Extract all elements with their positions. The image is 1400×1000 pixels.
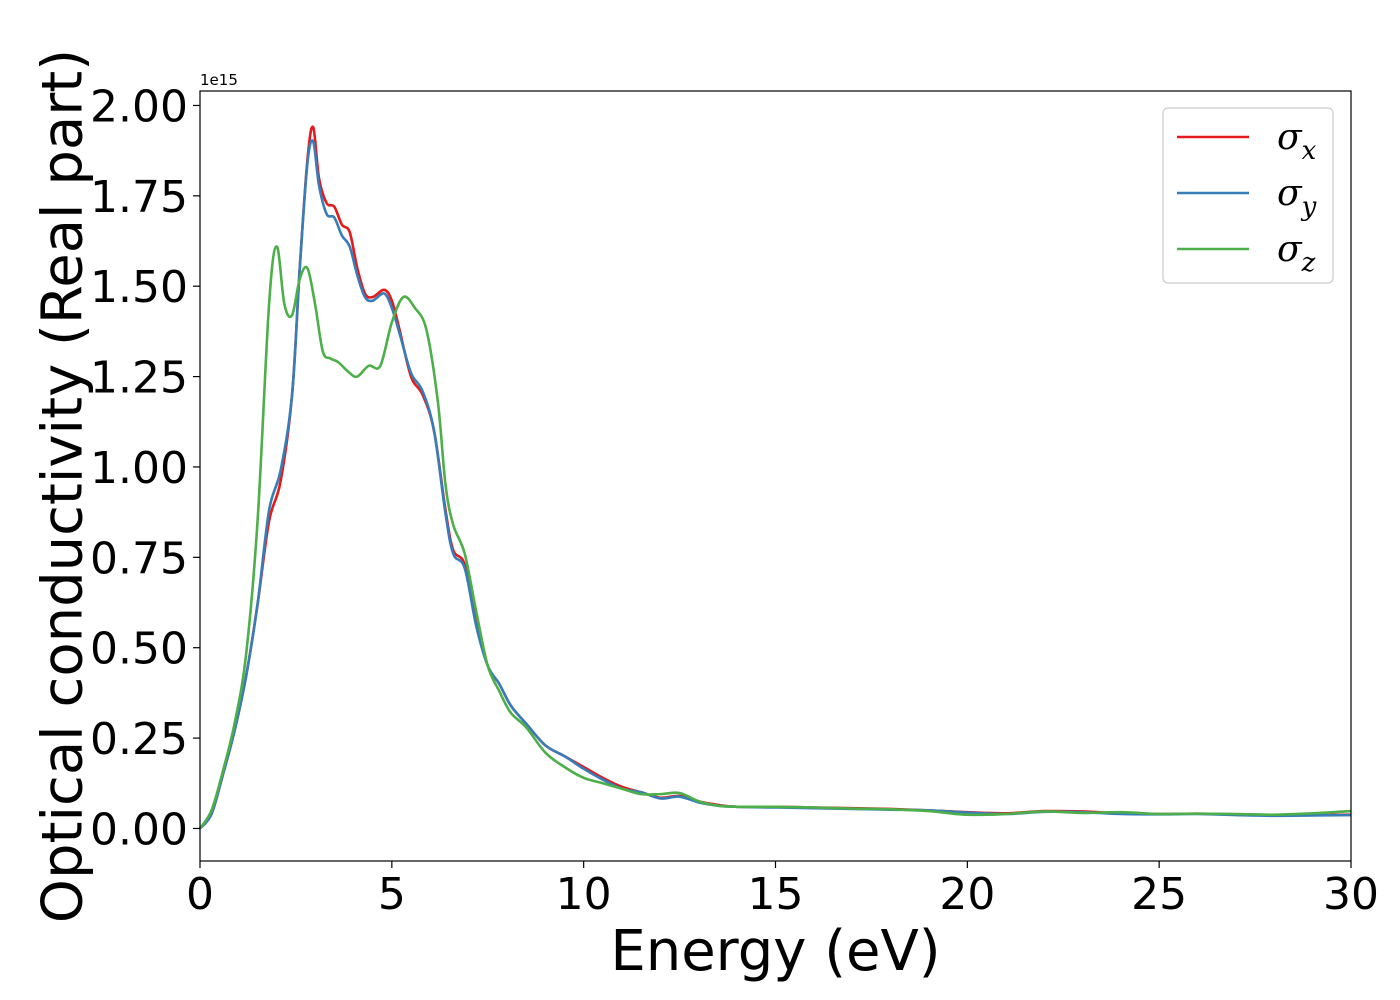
x-tick-label: 5 xyxy=(378,869,406,920)
x-tick-label: 0 xyxy=(186,869,214,920)
x-axis-ticks: 0 5 10 15 20 25 30 xyxy=(186,861,1379,920)
y-tick-label: 0.50 xyxy=(90,624,188,675)
y-tick-label: 1.75 xyxy=(90,172,188,223)
x-axis-label: Energy (eV) xyxy=(610,919,940,984)
y-tick-label: 1.00 xyxy=(90,443,188,494)
legend-box xyxy=(1162,107,1334,284)
series-line-z xyxy=(198,245,1352,830)
series-layer xyxy=(198,125,1352,830)
series-line-y xyxy=(198,139,1352,830)
y-tick-label: 0.25 xyxy=(90,714,188,765)
y-axis-ticks: 0.00 0.25 0.50 0.75 1.00 1.25 1.50 1.75 2.00 xyxy=(90,81,200,855)
y-tick-label: 1.50 xyxy=(90,262,188,313)
y-axis-label: Optical conductivity (Real part) xyxy=(31,49,96,923)
x-tick-label: 30 xyxy=(1323,869,1379,920)
y-tick-label: 1.25 xyxy=(90,353,188,404)
y-tick-label: 0.75 xyxy=(90,533,188,584)
y-tick-label: 0.00 xyxy=(90,804,188,855)
x-tick-label: 10 xyxy=(556,869,612,920)
x-tick-label: 25 xyxy=(1131,869,1187,920)
x-tick-label: 20 xyxy=(939,869,995,920)
y-tick-label: 2.00 xyxy=(90,81,188,132)
x-tick-label: 15 xyxy=(748,869,804,920)
y-axis-offset-text: 1e15 xyxy=(200,71,238,89)
